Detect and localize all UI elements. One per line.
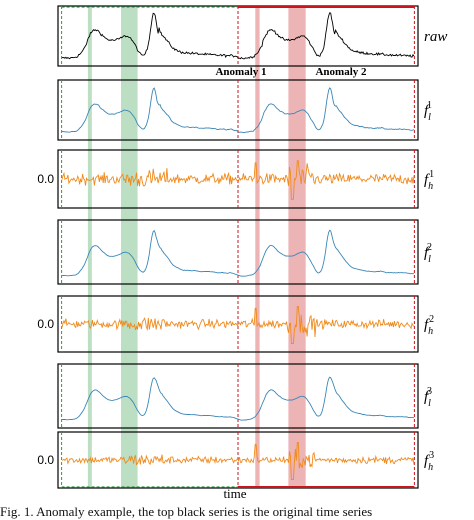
zero-label-fh3: 0.0 (37, 453, 54, 467)
panel-fl2: fl2 (57, 219, 432, 285)
series-label-fl1: fl1 (424, 100, 432, 123)
panel-fl3: fl3 (57, 363, 432, 429)
normal-band-narrow (87, 6, 92, 488)
series-fl1 (61, 87, 415, 134)
panel-fh3: 0.0 fh3 (37, 431, 434, 489)
annotation-anomaly-2: Anomaly 2 (315, 66, 367, 78)
series-label-raw: raw (424, 29, 447, 45)
zero-label-fh2: 0.0 (37, 317, 54, 331)
panel-frame (57, 149, 419, 209)
series-label-fh1: fh1 (424, 169, 434, 192)
series-fl2 (61, 229, 415, 277)
annotation-anomaly-1: Anomaly 1 (215, 66, 266, 78)
highlight-bands (87, 6, 306, 488)
x-axis-label: time (223, 486, 246, 501)
zero-label-fh1: 0.0 (37, 172, 54, 186)
anomaly-band-narrow (255, 6, 260, 488)
series-label-fl2: fl2 (424, 242, 432, 265)
series-fh1 (61, 160, 415, 200)
normal-band-wide (121, 6, 138, 488)
series-fh3 (61, 441, 415, 481)
series-fh2 (61, 305, 415, 345)
figure-caption: Fig. 1. Anomaly example, the top black s… (0, 504, 373, 519)
series-fl3 (61, 376, 415, 421)
series-label-fl3: fl3 (424, 386, 432, 409)
anomaly-band-wide (288, 6, 306, 488)
panel-fh2: 0.0 fh2 (37, 295, 434, 353)
panel-raw: raw (57, 5, 447, 67)
panels: raw fl1 0.0 fh1 fl2 0.0 fh2 fl3 0.0 fh3 (37, 5, 447, 489)
panel-fh1: 0.0 fh1 (37, 149, 434, 209)
figure-canvas: raw fl1 0.0 fh1 fl2 0.0 fh2 fl3 0.0 fh3 Anomaly 1… (37, 5, 447, 501)
series-label-fh2: fh2 (424, 314, 434, 337)
panel-fl1: fl1 (57, 79, 432, 141)
series-raw (61, 12, 415, 60)
series-label-fh3: fh3 (424, 450, 434, 473)
